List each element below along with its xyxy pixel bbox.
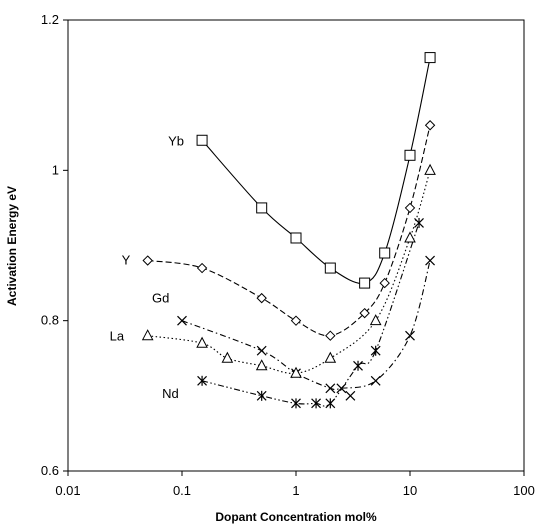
data-point xyxy=(221,351,234,363)
data-point xyxy=(196,336,208,348)
data-point xyxy=(141,329,154,341)
data-point xyxy=(291,398,301,409)
data-point xyxy=(424,52,436,64)
series-line xyxy=(147,125,431,337)
data-point xyxy=(353,360,363,371)
y-tick-label: 1.2 xyxy=(41,12,59,27)
series-label: Gd xyxy=(152,291,169,306)
data-point xyxy=(359,277,371,289)
y-tick-label: 1 xyxy=(52,162,59,177)
data-point xyxy=(324,262,336,274)
x-tick-label: 1 xyxy=(292,483,299,498)
data-point xyxy=(424,163,436,175)
series-line xyxy=(147,170,431,374)
data-point xyxy=(359,307,370,319)
data-point xyxy=(256,292,267,304)
x-axis-title: Dopant Concentration mol% xyxy=(215,510,377,524)
data-point xyxy=(370,375,381,386)
data-point xyxy=(336,383,347,394)
data-point xyxy=(404,149,416,161)
data-point xyxy=(197,375,207,386)
data-point xyxy=(405,330,415,341)
data-point xyxy=(379,277,390,289)
data-point xyxy=(324,351,337,363)
series-line xyxy=(181,260,431,391)
y-tick-label: 0.8 xyxy=(41,313,59,328)
data-point xyxy=(404,202,416,214)
series-lines xyxy=(147,57,431,407)
axes: 0.6 0.8 1 1.2 0.01 0.1 1 10 100 xyxy=(41,12,535,498)
data-point xyxy=(379,247,391,259)
data-point xyxy=(290,315,302,326)
data-point xyxy=(142,255,153,266)
series-label: Yb xyxy=(168,133,184,148)
data-point xyxy=(345,390,356,401)
data-point xyxy=(290,366,302,378)
x-tick-label: 0.1 xyxy=(173,483,191,498)
y-axis-title: Activation Energy eV xyxy=(5,186,19,306)
data-point xyxy=(256,390,267,401)
series-line xyxy=(201,57,431,285)
data-point xyxy=(196,262,208,274)
y-tick-label: 0.6 xyxy=(41,463,59,478)
data-point xyxy=(425,255,435,266)
data-point xyxy=(311,398,321,409)
x-tick-label: 0.01 xyxy=(55,483,80,498)
data-point xyxy=(196,134,208,146)
x-tick-label: 10 xyxy=(403,483,417,498)
data-point xyxy=(255,359,268,371)
series-label: La xyxy=(110,329,125,344)
data-point xyxy=(404,231,416,243)
series-line xyxy=(201,222,420,407)
x-tick-label: 100 xyxy=(513,483,535,498)
data-point xyxy=(177,315,187,326)
data-point xyxy=(290,232,302,244)
series-label: Y xyxy=(122,253,131,268)
data-point xyxy=(256,345,267,356)
series-markers xyxy=(141,52,436,409)
data-point xyxy=(370,345,381,356)
series-labels: Yb Y Gd La Nd xyxy=(110,133,184,401)
series-label: Nd xyxy=(162,386,179,401)
data-point xyxy=(424,120,436,131)
data-point xyxy=(325,398,336,409)
data-point xyxy=(414,217,424,228)
data-point xyxy=(369,314,382,326)
data-point xyxy=(256,202,268,214)
data-point xyxy=(325,330,336,341)
data-point xyxy=(325,383,336,394)
